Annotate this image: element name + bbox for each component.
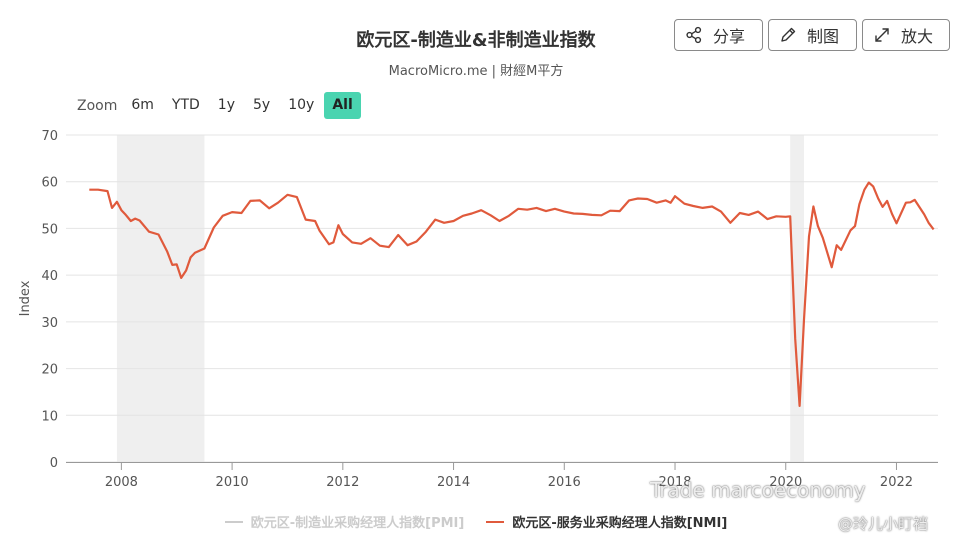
draw-label: 制图 <box>807 27 840 46</box>
x-tick-label: 2008 <box>105 475 138 490</box>
y-tick-label: 60 <box>41 176 58 191</box>
range-all-button[interactable]: All <box>324 92 361 119</box>
y-axis-label: Index <box>18 280 33 316</box>
share-button[interactable]: 分享 <box>674 19 763 51</box>
watermark-handle: @玲儿小盯裆 <box>838 515 929 533</box>
y-tick-label: 50 <box>41 222 58 237</box>
y-tick-label: 30 <box>41 316 58 331</box>
x-tick-label: 2018 <box>658 475 691 490</box>
expand-button[interactable]: 放大 <box>862 19 950 51</box>
range-1y-button[interactable]: 1y <box>217 97 235 113</box>
x-tick-label: 2012 <box>326 475 359 490</box>
legend-swatch-pmi <box>224 520 243 523</box>
expand-label: 放大 <box>901 27 934 46</box>
legend-label-nmi: 欧元区-服务业采购经理人指数[NMI] <box>512 516 728 531</box>
legend-item-pmi[interactable]: 欧元区-制造业采购经理人指数[PMI] <box>224 512 465 531</box>
draw-button[interactable]: 制图 <box>768 19 857 51</box>
chart-legend: 欧元区-制造业采购经理人指数[PMI] 欧元区-服务业采购经理人指数[NMI] <box>0 512 952 531</box>
y-tick-label: 70 <box>41 129 58 144</box>
range-ytd-button[interactable]: YTD <box>171 97 200 113</box>
recession-band <box>790 135 805 462</box>
chart-title: 欧元区-制造业&非制造业指数 <box>356 30 596 51</box>
legend-swatch-nmi <box>486 520 505 523</box>
legend-item-nmi[interactable]: 欧元区-服务业采购经理人指数[NMI] <box>486 512 727 531</box>
range-5y-button[interactable]: 5y <box>253 97 271 113</box>
chart-subtitle: MacroMicro.me | 財經M平方 <box>388 64 564 79</box>
range-selector: Zoom 6m YTD 1y 5y 10y All <box>77 92 363 119</box>
x-tick-label: 2010 <box>216 475 249 490</box>
zoom-label: Zoom <box>77 97 118 114</box>
pencil-icon <box>781 27 796 42</box>
recession-band <box>116 135 205 462</box>
share-icon <box>686 26 702 44</box>
legend-label-pmi: 欧元区-制造业采购经理人指数[PMI] <box>250 516 465 531</box>
x-tick-label: 2020 <box>769 475 802 490</box>
y-tick-label: 40 <box>41 269 58 284</box>
range-6m-button[interactable]: 6m <box>131 97 154 113</box>
watermark-text: Trade marcoeconomy <box>650 478 866 502</box>
range-10y-button[interactable]: 10y <box>288 97 315 113</box>
x-tick-label: 2014 <box>437 475 470 490</box>
y-tick-label: 20 <box>41 363 58 378</box>
y-tick-label: 0 <box>50 456 58 471</box>
share-label: 分享 <box>713 27 746 46</box>
x-tick-label: 2022 <box>880 475 913 490</box>
y-tick-label: 10 <box>41 409 58 424</box>
expand-icon <box>875 28 889 42</box>
x-tick-label: 2016 <box>548 475 581 490</box>
series-line-nmi <box>89 181 935 407</box>
